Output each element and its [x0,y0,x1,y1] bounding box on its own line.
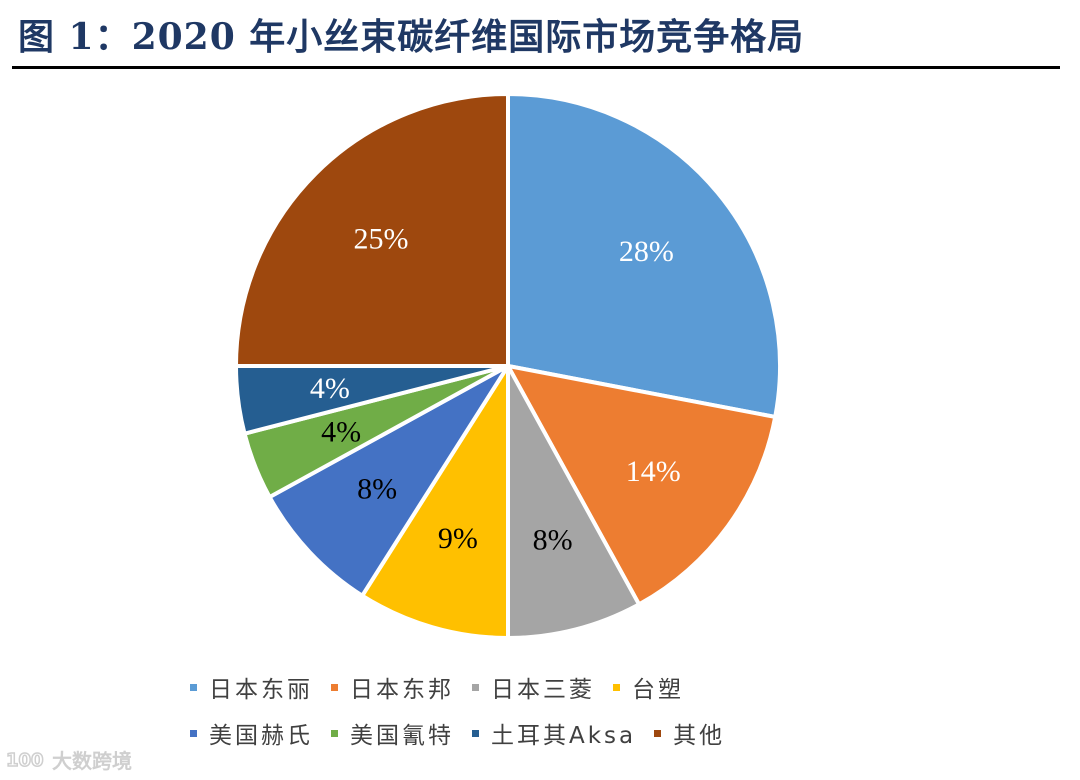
pie-data-label-0: 28% [619,235,674,268]
legend-row: 美国赫氏 美国氰特 土耳其Aksa 其他 [190,710,830,756]
pie-data-label-6: 4% [310,372,350,405]
pie-data-label-3: 9% [438,522,478,555]
pie-chart: 28% 14% 8% 9% 8% 4% 4% 25% [234,92,782,640]
pie-slice-4 [267,364,510,598]
legend-label: 日本东丽 [209,677,313,703]
watermark-text: 大数跨境 [52,748,132,773]
legend-item-cytec: 美国氰特 [331,716,454,750]
legend-label: 其他 [673,723,726,749]
watermark-logo-icon: 100 [5,749,44,772]
legend-marker-icon [331,683,338,691]
pie-data-label-1: 14% [626,455,681,488]
pie-data-label-5: 4% [321,416,361,449]
legend-label: 土耳其Aksa [491,723,637,749]
watermark-logo-text: 100 [6,750,44,771]
pie-slice-2 [506,364,642,640]
legend-label: 日本东邦 [350,677,454,703]
legend-item-formosa: 台塑 [613,670,684,704]
pie-slice-7 [234,92,510,368]
pie-data-label-2: 8% [533,523,573,556]
legend-item-toray: 日本东丽 [190,670,313,704]
legend-item-aksa: 土耳其Aksa [472,716,636,750]
pie-data-label-7: 25% [354,223,409,256]
pie-slice-1 [506,364,778,607]
chart-legend: 日本东丽 日本东邦 日本三菱 台塑 美国赫氏 美国氰特 土耳其Aksa [190,664,830,756]
legend-item-other: 其他 [654,716,725,750]
legend-item-mitsubishi: 日本三菱 [472,670,595,704]
legend-marker-icon [190,729,197,737]
legend-marker-icon [613,683,620,691]
legend-item-hexcel: 美国赫氏 [190,716,313,750]
title-divider [12,66,1060,69]
page-title: 图 1：2020 年小丝束碳纤维国际市场竞争格局 [18,16,805,58]
watermark: 100 大数跨境 [4,744,132,774]
pie-slice-3 [360,364,510,640]
legend-label: 美国赫氏 [209,723,313,749]
legend-marker-icon [472,729,479,737]
legend-item-toho: 日本东邦 [331,670,454,704]
legend-marker-icon [654,729,662,737]
legend-label: 美国氰特 [350,723,454,749]
legend-marker-icon [472,683,479,691]
legend-label: 日本三菱 [491,677,595,703]
legend-row: 日本东丽 日本东邦 日本三菱 台塑 [190,664,830,710]
legend-label: 台塑 [632,677,684,703]
pie-slice-0 [506,92,782,419]
legend-marker-icon [331,729,338,737]
pie-data-label-4: 8% [357,472,397,505]
legend-marker-icon [190,683,197,691]
